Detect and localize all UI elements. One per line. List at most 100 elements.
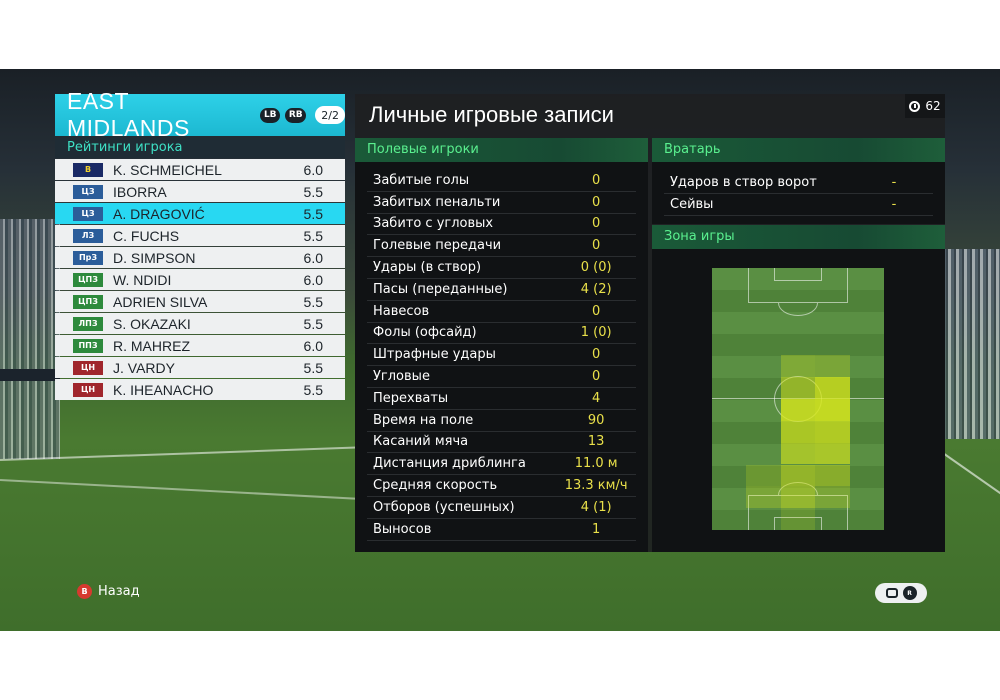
stat-label: Сейвы <box>670 197 714 212</box>
stat-row: Фолы (офсайд) 1 (0) <box>367 323 636 345</box>
stat-label: Голевые передачи <box>373 238 502 254</box>
stat-label: Навесов <box>373 303 430 319</box>
stat-value: 90 <box>587 412 605 428</box>
stat-value: 0 (0) <box>580 260 612 276</box>
stat-value: 0 <box>592 369 601 385</box>
player-ratings-title: Рейтинги игрока <box>55 138 345 158</box>
player-rating: 5.5 <box>303 315 323 332</box>
chat-icon[interactable] <box>885 588 898 598</box>
player-row[interactable]: В K. SCHMEICHEL 6.0 <box>55 159 345 180</box>
player-rating: 6.0 <box>303 271 323 288</box>
player-row[interactable]: ЦПЗ W. NDIDI 6.0 <box>55 269 345 290</box>
position-badge: ПрЗ <box>73 250 103 265</box>
stat-label: Выносов <box>373 521 432 537</box>
player-row[interactable]: ППЗ R. MAHREZ 6.0 <box>55 335 345 356</box>
rs-button-icon[interactable]: R <box>902 586 917 600</box>
chat-rs-control[interactable]: R <box>875 583 927 603</box>
player-name: R. MAHREZ <box>113 337 190 354</box>
stat-label: Штрафные удары <box>373 347 496 363</box>
field-players-header: Полевые игроки <box>355 138 648 162</box>
goalkeeper-stats: Ударов в створ ворот - Сейвы - <box>652 162 945 224</box>
player-row[interactable]: ПрЗ D. SIMPSON 6.0 <box>55 247 345 268</box>
advertising-board <box>0 369 60 381</box>
position-badge: ЦПЗ <box>73 272 103 287</box>
stat-row: Голевые передачи 0 <box>367 235 636 258</box>
player-name: K. SCHMEICHEL <box>113 161 222 178</box>
player-row[interactable]: ЦПЗ ADRIEN SILVA 5.5 <box>55 291 345 312</box>
stat-row: Выносов 1 <box>367 519 636 541</box>
lb-button-icon[interactable]: LB <box>260 107 281 123</box>
heatmap-cell <box>780 486 816 509</box>
stat-label: Удары (в створ) <box>373 260 482 276</box>
stat-value: 13 <box>587 434 605 450</box>
player-rating: 5.5 <box>303 381 323 398</box>
stat-row: Отборов (успешных) 4 (1) <box>367 497 636 519</box>
stat-label: Касаний мяча <box>373 434 469 450</box>
heatmap-cell <box>780 355 816 378</box>
pitch-line <box>935 447 1000 501</box>
clock-icon <box>909 100 921 112</box>
goalkeeper-header: Вратарь <box>652 138 945 162</box>
heatmap-cell <box>780 464 816 487</box>
player-name: A. DRAGOVIĆ <box>113 205 205 222</box>
player-rating: 5.5 <box>303 359 323 376</box>
goalkeeper-stat-row: Ударов в створ ворот - <box>664 172 933 194</box>
heatmap-cell <box>815 377 850 399</box>
player-ratings-list: В K. SCHMEICHEL 6.0 ЦЗ IBORRA 5.5 ЦЗ A. DRAGOVI… <box>55 159 345 401</box>
heatmap-cell <box>780 508 816 530</box>
stadium-crowd-left <box>0 219 60 459</box>
goalkeeper-stat-row: Сейвы - <box>664 194 933 216</box>
stat-row: Штрафные удары 0 <box>367 344 636 367</box>
stat-row: Пасы (переданные) 4 (2) <box>367 279 636 301</box>
field-player-stats: Забитые голы 0 Забитых пенальти 0 Забито с у… <box>355 162 648 552</box>
stat-value: 1 (0) <box>580 325 612 341</box>
player-rating: 6.0 <box>303 249 323 266</box>
stat-label: Дистанция дриблинга <box>373 456 526 472</box>
stat-value: 0 <box>592 238 601 254</box>
stat-value: 0 <box>592 347 601 363</box>
player-rating: 6.0 <box>303 337 323 354</box>
player-row[interactable]: ЛЗ C. FUCHS 5.5 <box>55 225 345 246</box>
penalty-box-top <box>748 268 848 303</box>
stat-row: Навесов 0 <box>367 301 636 323</box>
player-row[interactable]: ЦЗ IBORRA 5.5 <box>55 181 345 202</box>
stat-label: Средняя скорость <box>373 478 498 494</box>
player-row[interactable]: ЦН J. VARDY 5.5 <box>55 357 345 378</box>
stat-row: Угловые 0 <box>367 366 636 388</box>
b-button-icon[interactable]: B <box>77 584 92 599</box>
player-row[interactable]: ЦН K. IHEANACHO 5.5 <box>55 379 345 400</box>
position-badge: ЛЗ <box>73 228 103 243</box>
player-rating: 5.5 <box>303 205 323 222</box>
stat-row: Перехваты 4 <box>367 388 636 410</box>
stat-value: 0 <box>592 172 601 188</box>
position-badge: ЛПЗ <box>73 316 103 331</box>
stat-row: Удары (в створ) 0 (0) <box>367 257 636 279</box>
player-row[interactable]: ЦЗ A. DRAGOVIĆ 5.5 <box>55 203 345 224</box>
player-name: S. OKAZAKI <box>113 315 191 332</box>
stat-row: Дистанция дриблинга 11.0 м <box>367 453 636 476</box>
stat-label: Забитые голы <box>373 172 470 188</box>
player-row[interactable]: ЛПЗ S. OKAZAKI 5.5 <box>55 313 345 334</box>
stat-value: 13.3 км/ч <box>564 478 628 494</box>
stat-label: Забитых пенальти <box>373 194 501 210</box>
back-control[interactable]: B Назад <box>77 584 140 599</box>
position-badge: ППЗ <box>73 338 103 353</box>
stat-value: 11.0 м <box>574 456 618 472</box>
player-rating: 5.5 <box>303 227 323 244</box>
position-badge: ЦН <box>73 382 103 397</box>
stat-value: 1 <box>592 521 601 537</box>
rb-button-icon[interactable]: RB <box>285 107 307 123</box>
stat-label: Отборов (успешных) <box>373 499 515 515</box>
heatmap-pitch <box>712 268 884 530</box>
stat-row: Забитые голы 0 <box>367 170 636 192</box>
heatmap-cell <box>746 486 781 509</box>
page-indicator: 2/2 <box>315 106 345 124</box>
stat-value: 4 <box>592 390 601 406</box>
player-name: ADRIEN SILVA <box>113 293 208 310</box>
heatmap-cell <box>780 420 816 443</box>
back-label[interactable]: Назад <box>98 584 140 599</box>
player-name: D. SIMPSON <box>113 249 196 266</box>
pitch-line <box>0 479 360 500</box>
stat-label: Фолы (офсайд) <box>373 325 477 341</box>
stat-value: 0 <box>592 216 601 232</box>
